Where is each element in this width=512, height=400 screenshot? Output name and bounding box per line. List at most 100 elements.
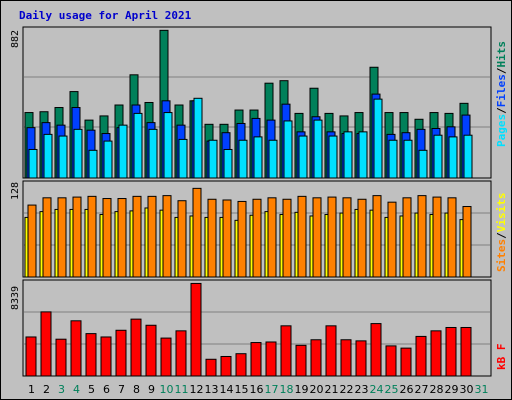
bar-sites (402, 197, 412, 278)
legend-hits: Hits (495, 41, 508, 68)
x-tick-label: 21 (325, 383, 339, 396)
bar-pages (148, 128, 158, 179)
bar-kbytes (430, 330, 442, 377)
bar-pages (238, 139, 248, 179)
x-tick-label: 16 (250, 383, 264, 396)
bar-sites (357, 198, 367, 278)
bar-kbytes (280, 325, 292, 377)
bar-kbytes (145, 324, 157, 377)
bar-kbytes (370, 323, 382, 377)
bar-kbytes (400, 347, 412, 377)
bar-sites (342, 197, 352, 278)
bar-pages (58, 135, 68, 179)
bar-sites (297, 195, 307, 278)
bar-kbytes (160, 337, 172, 377)
bar-pages (298, 135, 308, 179)
bar-sites (177, 200, 187, 278)
x-tick-label: 22 (340, 383, 354, 396)
x-tick-label: 2 (43, 383, 50, 396)
bar-pages (88, 149, 98, 179)
bar-pages (73, 128, 83, 179)
top-ymax-label: 882 (10, 30, 21, 48)
bar-pages (223, 148, 233, 179)
bar-sites (267, 197, 277, 278)
bar-kbytes (295, 344, 307, 377)
bar-kbytes (190, 282, 202, 377)
bar-pages (208, 139, 218, 179)
legend-kbytes: kB F (495, 344, 508, 371)
x-tick-label: 20 (310, 383, 324, 396)
x-tick-label: 1 (28, 383, 35, 396)
bar-pages (28, 148, 38, 179)
x-tick-label: 10 (160, 383, 174, 396)
bars (24, 29, 473, 377)
bar-sites (417, 195, 427, 278)
bar-kbytes (310, 339, 322, 377)
bar-sites (462, 206, 472, 278)
bar-kbytes (55, 338, 67, 377)
legend-pages: Pages (495, 114, 508, 147)
bar-pages (463, 134, 473, 179)
legend-sites: Sites (495, 239, 508, 272)
x-tick-label: 19 (295, 383, 309, 396)
x-tick-label: 29 (445, 383, 459, 396)
legend-separator: / (495, 232, 508, 239)
bar-sites (282, 198, 292, 278)
bar-kbytes (355, 340, 367, 377)
x-tick-label: 27 (415, 383, 429, 396)
bar-kbytes (415, 335, 427, 377)
bar-sites (57, 197, 67, 278)
bar-kbytes (325, 325, 337, 377)
x-tick-label: 30 (460, 383, 474, 396)
bar-kbytes (175, 330, 187, 377)
bar-kbytes (70, 320, 82, 377)
x-tick-label: 12 (190, 383, 204, 396)
bar-pages (103, 140, 113, 179)
bar-sites (222, 199, 232, 278)
bar-kbytes (250, 342, 262, 377)
bar-pages (388, 139, 398, 179)
bar-sites (372, 195, 382, 278)
bar-pages (343, 131, 353, 179)
x-tick-label: 3 (58, 383, 65, 396)
bar-sites (327, 196, 337, 278)
bar-pages (118, 124, 128, 179)
legend-files: Files (495, 74, 508, 107)
legend-visits: Visits (495, 193, 508, 233)
bar-sites (147, 195, 157, 278)
bar-sites (312, 197, 322, 278)
bar-pages (448, 136, 458, 179)
bar-sites (252, 198, 262, 278)
x-tick-label: 9 (148, 383, 155, 396)
x-tick-label: 5 (88, 383, 95, 396)
x-tick-label: 8 (133, 383, 140, 396)
x-tick-label: 4 (73, 383, 80, 396)
x-tick-label: 15 (235, 383, 249, 396)
x-tick-label: 31 (475, 383, 489, 396)
bar-kbytes (25, 336, 37, 377)
bar-sites (432, 196, 442, 278)
x-tick-label: 17 (265, 383, 279, 396)
bar-pages (253, 136, 263, 179)
bar-pages (193, 97, 203, 179)
bar-pages (313, 119, 323, 179)
axis-labels: 1 2 3 4 5 6 7 8 9 10 11 12 13 14 15 16 17 18 19 20 21 22 23 24 2… (28, 383, 489, 396)
bar-kbytes (85, 333, 97, 377)
bar-sites (237, 200, 247, 278)
bar-kbytes (130, 318, 142, 377)
bar-pages (178, 138, 188, 179)
bar-pages (358, 131, 368, 179)
legend-separator: / (495, 67, 508, 74)
bar-sites (42, 197, 52, 278)
bar-pages (268, 139, 278, 179)
bar-sites (117, 198, 127, 278)
bar-kbytes (340, 339, 352, 377)
bar-kbytes (100, 336, 112, 377)
bar-sites (102, 198, 112, 278)
chart-title: Daily usage for April 2021 (19, 9, 192, 22)
x-tick-label: 23 (355, 383, 369, 396)
bar-kbytes (460, 326, 472, 377)
bar-kbytes (115, 329, 127, 377)
bar-pages (418, 149, 428, 179)
